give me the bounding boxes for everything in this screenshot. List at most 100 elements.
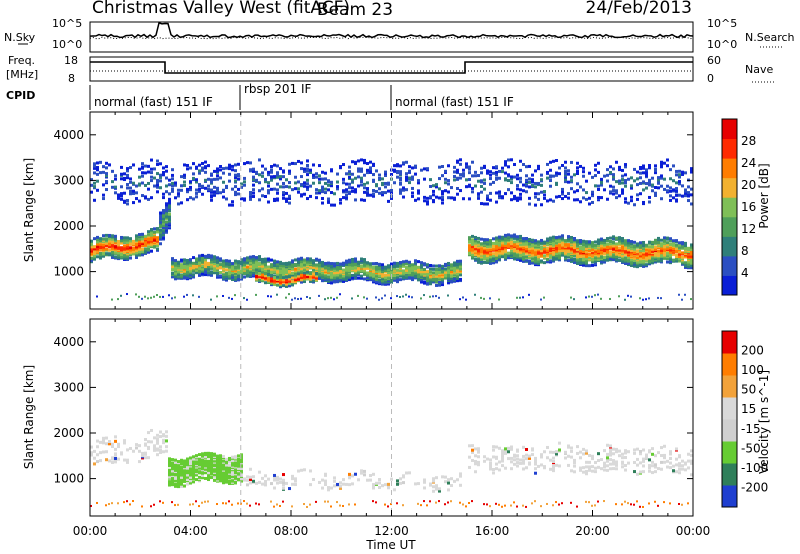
heatmap-cell — [561, 197, 564, 201]
heatmap-cell — [603, 174, 606, 178]
heatmap-cell — [279, 264, 282, 268]
heatmap-cell — [507, 251, 510, 255]
heatmap-cell — [534, 258, 537, 262]
heatmap-cell — [345, 482, 348, 486]
heatmap-cell — [123, 256, 126, 260]
heatmap-cell — [552, 250, 555, 254]
heatmap-cell — [582, 239, 585, 243]
heatmap-cell — [438, 196, 441, 200]
heatmap-cell — [198, 453, 201, 457]
heatmap-cell — [495, 244, 498, 248]
heatmap-cell — [111, 456, 114, 460]
heatmap-cell — [186, 167, 189, 171]
heatmap-cell — [264, 180, 267, 184]
heatmap-cell — [633, 240, 636, 244]
heatmap-cell — [480, 242, 483, 246]
heatmap-cell — [360, 158, 363, 162]
heatmap-cell — [150, 158, 153, 162]
heatmap-cell — [165, 169, 168, 173]
heatmap-cell — [642, 164, 645, 168]
heatmap-cell — [327, 297, 329, 300]
heatmap-cell — [555, 249, 558, 253]
heatmap-cell — [195, 180, 198, 184]
heatmap-cell — [429, 263, 432, 267]
heatmap-cell — [216, 258, 219, 262]
heatmap-cell — [96, 179, 99, 183]
heatmap-cell — [288, 169, 291, 173]
heatmap-cell — [150, 196, 153, 200]
heatmap-cell — [375, 296, 377, 299]
noise-search-label: N.Search — [745, 31, 795, 44]
heatmap-cell — [309, 275, 312, 279]
heatmap-cell — [108, 442, 111, 446]
heatmap-cell — [501, 166, 504, 170]
noise-sky-label: N.Sky — [4, 31, 36, 44]
heatmap-cell — [441, 275, 444, 279]
heatmap-cell — [366, 189, 369, 193]
heatmap-cell — [159, 175, 162, 179]
heatmap-cell — [249, 161, 252, 165]
heatmap-cell — [591, 241, 594, 245]
heatmap-cell — [339, 273, 342, 277]
heatmap-cell — [282, 185, 285, 189]
heatmap-cell — [237, 187, 240, 191]
heatmap-cell — [414, 267, 417, 271]
heatmap-cell — [477, 254, 480, 258]
heatmap-cell — [144, 234, 147, 238]
heatmap-cell — [627, 241, 630, 245]
heatmap-cell — [168, 480, 171, 484]
heatmap-cell — [285, 191, 288, 195]
heatmap-cell — [261, 171, 264, 175]
heatmap-cell — [627, 243, 630, 247]
heatmap-cell — [543, 196, 546, 200]
heatmap-cell — [675, 253, 678, 257]
heatmap-cell — [102, 197, 105, 201]
heatmap-cell — [207, 454, 210, 458]
heatmap-cell — [468, 236, 471, 240]
heatmap-cell — [666, 164, 669, 168]
heatmap-cell — [171, 181, 174, 185]
heatmap-cell — [525, 258, 528, 262]
heatmap-cell — [417, 189, 420, 193]
heatmap-cell — [276, 283, 279, 287]
heatmap-cell — [147, 230, 150, 234]
heatmap-cell — [450, 196, 453, 200]
heatmap-cell — [426, 281, 429, 285]
heatmap-cell — [459, 298, 461, 301]
heatmap-cell — [417, 181, 420, 185]
heatmap-cell — [138, 295, 140, 298]
heatmap-cell — [609, 239, 612, 243]
heatmap-cell — [474, 293, 476, 296]
heatmap-cell — [597, 293, 599, 296]
heatmap-cell — [339, 201, 342, 205]
heatmap-cell — [198, 254, 201, 258]
heatmap-cell — [162, 295, 164, 298]
heatmap-cell — [162, 213, 165, 217]
heatmap-cell — [369, 278, 372, 282]
heatmap-cell — [402, 161, 405, 165]
heatmap-cell — [543, 254, 546, 258]
heatmap-cell — [378, 481, 381, 485]
heatmap-cell — [186, 198, 189, 202]
heatmap-cell — [612, 173, 615, 177]
heatmap-cell — [324, 472, 327, 476]
heatmap-cell — [543, 193, 546, 197]
heatmap-cell — [636, 177, 639, 181]
heatmap-cell — [444, 181, 447, 185]
heatmap-cell — [540, 173, 543, 177]
heatmap-cell — [645, 298, 647, 301]
heatmap-cell — [297, 257, 300, 261]
heatmap-cell — [501, 241, 504, 245]
heatmap-cell — [465, 178, 468, 182]
heatmap-cell — [501, 195, 504, 199]
heatmap-cell — [354, 176, 357, 180]
heatmap-cell — [555, 239, 558, 243]
heatmap-cell — [267, 173, 270, 177]
heatmap-cell — [303, 272, 306, 276]
heatmap-cell — [510, 253, 513, 257]
heatmap-cell — [339, 293, 341, 296]
heatmap-cell — [276, 262, 279, 266]
heatmap-cell — [138, 167, 141, 171]
heatmap-cell — [279, 278, 282, 282]
heatmap-cell — [93, 164, 96, 168]
